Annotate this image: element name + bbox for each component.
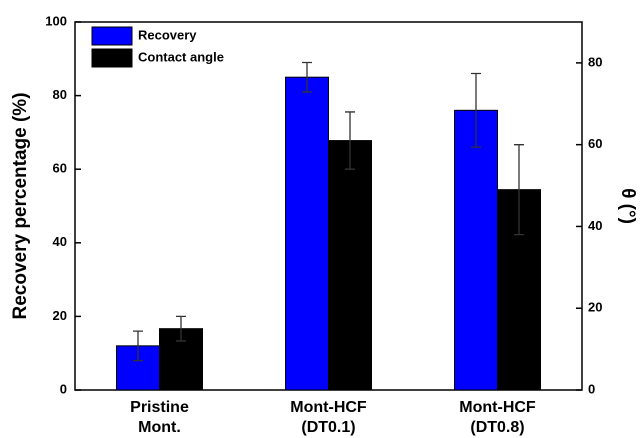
y2-tick-label: 40 xyxy=(588,218,602,233)
error-bar xyxy=(133,330,143,362)
y-tick-label: 40 xyxy=(53,234,67,249)
x-tick-label: (DT0.8) xyxy=(470,419,524,436)
y2-axis-title: θ (°) xyxy=(617,188,638,224)
y-tick-label: 0 xyxy=(60,381,67,396)
error-bar xyxy=(471,72,481,148)
legend-swatch xyxy=(91,48,133,68)
error-bar xyxy=(514,144,524,236)
x-tick-label: Mont-HCF xyxy=(290,399,367,416)
legend-swatch xyxy=(91,26,133,46)
x-tick-label: Pristine xyxy=(130,399,189,416)
legend-label: Recovery xyxy=(138,27,197,42)
y2-tick-label: 80 xyxy=(588,54,602,69)
y2-tick-label: 20 xyxy=(588,300,602,315)
bar xyxy=(285,76,329,391)
y-axis-title: Recovery percentage (%) xyxy=(10,92,31,319)
error-bar xyxy=(345,111,355,170)
y-tick-label: 20 xyxy=(53,308,67,323)
y-tick-label: 60 xyxy=(53,161,67,176)
x-tick-label: Mont. xyxy=(138,419,181,436)
error-bar xyxy=(302,61,312,93)
error-bar xyxy=(176,315,186,342)
legend-label: Contact angle xyxy=(138,49,224,64)
bar xyxy=(328,140,372,391)
bar xyxy=(454,109,498,391)
y2-tick-label: 0 xyxy=(588,381,595,396)
x-tick-label: (DT0.1) xyxy=(301,419,355,436)
y-tick-label: 80 xyxy=(53,87,67,102)
y2-tick-label: 60 xyxy=(588,136,602,151)
y-tick-label: 100 xyxy=(45,13,67,28)
x-tick-label: Mont-HCF xyxy=(459,399,536,416)
